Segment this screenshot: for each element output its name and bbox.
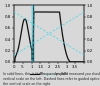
Text: In solid lines, this is the frequency-space measand you should refer to the
vert: In solid lines, this is the frequency-sp… — [3, 72, 100, 86]
Legend: B, Im (kB): B, Im (kB) — [28, 70, 70, 77]
